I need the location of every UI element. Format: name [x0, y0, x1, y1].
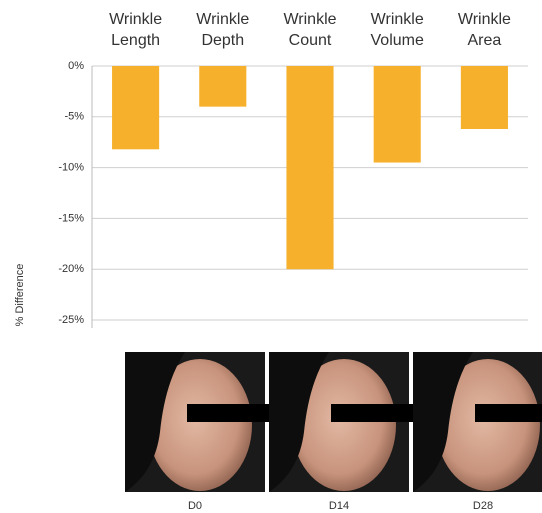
bar: [286, 66, 334, 270]
category-label: Wrinkle Depth: [196, 11, 249, 49]
category-label: Wrinkle Volume: [371, 11, 424, 49]
y-tick-label: -15%: [58, 212, 84, 224]
category-label: Wrinkle Area: [458, 11, 511, 49]
y-tick-label: -25%: [58, 314, 84, 326]
hair: [125, 352, 185, 492]
face: [292, 359, 396, 491]
eye-bar: [187, 404, 269, 422]
bar: [199, 66, 247, 107]
y-axis-label: % Difference: [14, 264, 26, 327]
photo-label: D0: [188, 500, 202, 512]
y-tick-label: 0%: [68, 60, 84, 72]
bar: [460, 66, 508, 129]
eye-bar: [475, 404, 542, 422]
y-tick-label: -20%: [58, 263, 84, 275]
hair: [413, 352, 473, 492]
photo-strip: D0 D14 D28: [125, 352, 542, 512]
face: [148, 359, 252, 491]
photo-label: D28: [473, 500, 493, 512]
category-label: Wrinkle Count: [283, 11, 336, 49]
face: [436, 359, 540, 491]
y-tick-label: -5%: [64, 111, 84, 123]
bar: [112, 66, 160, 150]
eye-bar: [331, 404, 413, 422]
bar: [373, 66, 421, 163]
category-label: Wrinkle Length: [109, 11, 162, 49]
photo-label: D14: [329, 500, 349, 512]
hair: [269, 352, 329, 492]
y-tick-label: -10%: [58, 162, 84, 174]
